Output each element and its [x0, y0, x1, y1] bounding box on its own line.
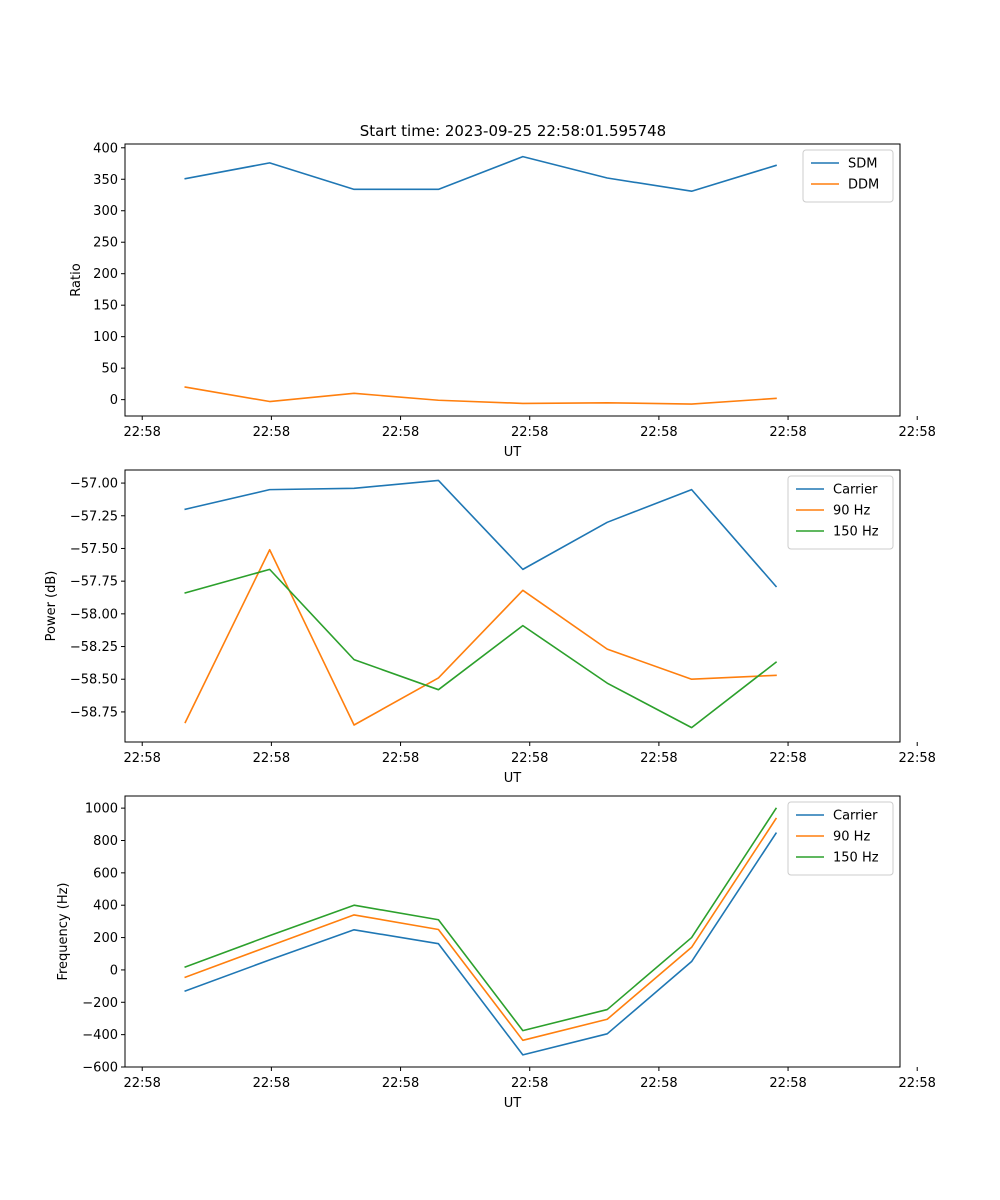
chart-frequency-x-tick-label: 22:58	[511, 1076, 548, 1091]
chart-frequency-x-tick-label: 22:58	[253, 1076, 290, 1091]
chart-power-axes-frame	[124, 469, 901, 743]
chart-frequency-y-tick-label: 400	[93, 899, 118, 914]
chart-power-x-tick-label: 22:58	[382, 751, 419, 766]
chart-frequency-x-tick-label: 22:58	[898, 1076, 935, 1091]
chart-frequency-y-tick-label: 200	[93, 931, 118, 946]
chart-ratio-x-tick-label: 22:58	[382, 425, 419, 440]
chart-frequency: 22:5822:5822:5822:5822:5822:5822:5822:59…	[56, 795, 936, 1111]
chart-frequency-y-tick-label: −200	[82, 996, 118, 1011]
chart-ratio-x-tick-label: 22:58	[769, 425, 806, 440]
chart-ratio-series-ddm-line	[184, 386, 777, 405]
chart-ratio-y-tick-label: 150	[93, 299, 118, 314]
chart-power-x-tick-label: 22:58	[511, 751, 548, 766]
chart-power-x-tick-label: 22:58	[123, 751, 160, 766]
chart-ratio-y-tick-label: 350	[93, 173, 118, 188]
chart-ratio-y-tick-label: 50	[101, 362, 118, 377]
chart-frequency-y-tick-label: 0	[110, 963, 118, 978]
chart-power-series-carrier-line	[184, 479, 778, 588]
chart-power-y-tick-label: −58.00	[70, 607, 118, 622]
chart-frequency-series-150-hz-line	[184, 807, 778, 1032]
chart-frequency-legend-label: 90 Hz	[833, 830, 870, 845]
chart-power: 22:5822:5822:5822:5822:5822:5822:5822:59…	[44, 469, 936, 786]
chart-frequency-x-tick-label: 22:58	[769, 1076, 806, 1091]
chart-power-y-tick-label: −57.75	[70, 575, 118, 590]
chart-frequency-series-carrier-line	[184, 832, 778, 1056]
chart-power-legend-label: Carrier	[833, 483, 878, 498]
chart-frequency-legend-label: Carrier	[833, 809, 878, 824]
chart-frequency-y-tick-label: −600	[82, 1061, 118, 1076]
chart-ratio-x-tick-label: 22:58	[511, 425, 548, 440]
chart-power-x-tick-label: 22:58	[769, 751, 806, 766]
chart-power-y-tick-label: −58.25	[70, 640, 118, 655]
figure-title: Start time: 2023-09-25 22:58:01.595748	[360, 122, 666, 140]
chart-frequency-y-tick-label: 800	[93, 834, 118, 849]
chart-ratio-y-tick-label: 0	[110, 393, 118, 408]
chart-frequency-axes-frame	[124, 795, 901, 1068]
chart-power-legend: Carrier 90 Hz 150 Hz	[787, 475, 894, 550]
chart-power-x-tick-label: 22:58	[898, 751, 935, 766]
chart-power-y-tick-label: −57.25	[70, 509, 118, 524]
chart-frequency-legend-label: 150 Hz	[833, 851, 879, 866]
chart-frequency-x-tick-label: 22:58	[123, 1076, 160, 1091]
chart-frequency-y-axis-label: Frequency (Hz)	[56, 882, 71, 980]
chart-frequency-x-tick-label: 22:58	[382, 1076, 419, 1091]
chart-ratio-axes-frame	[124, 143, 901, 417]
chart-ratio-y-tick-label: 300	[93, 204, 118, 219]
chart-power-legend-label: 150 Hz	[833, 525, 879, 540]
chart-power-y-axis-label: Power (dB)	[44, 571, 59, 642]
chart-frequency-series-90-hz-line	[184, 817, 778, 1042]
chart-power-x-tick-label: 22:58	[253, 751, 290, 766]
chart-ratio-legend: SDM DDM	[802, 149, 894, 203]
chart-ratio-y-tick-label: 200	[93, 267, 118, 282]
chart-ratio-legend-label: SDM	[848, 157, 877, 172]
chart-frequency-y-tick-label: 1000	[85, 802, 118, 817]
chart-frequency-x-tick-label: 22:58	[640, 1076, 677, 1091]
chart-power-y-tick-label: −57.50	[70, 542, 118, 557]
chart-ratio-legend-label: DDM	[848, 178, 879, 193]
chart-power-x-axis-label: UT	[504, 771, 522, 786]
chart-ratio-x-tick-label: 22:58	[123, 425, 160, 440]
chart-ratio-y-tick-label: 400	[93, 141, 118, 156]
chart-frequency-y-tick-label: 600	[93, 866, 118, 881]
chart-power-x-tick-label: 22:58	[640, 751, 677, 766]
chart-power-series-150-hz-line	[184, 568, 778, 729]
chart-power-legend-label: 90 Hz	[833, 504, 870, 519]
chart-ratio-series-sdm-line	[184, 155, 777, 193]
chart-power-y-tick-label: −58.50	[70, 673, 118, 688]
chart-frequency-x-axis-label: UT	[504, 1096, 522, 1111]
chart-frequency-legend: Carrier 90 Hz 150 Hz	[787, 801, 894, 876]
chart-ratio-x-tick-label: 22:58	[640, 425, 677, 440]
chart-ratio-x-tick-label: 22:58	[898, 425, 935, 440]
chart-power-series-90-hz-line	[184, 548, 777, 726]
chart-ratio-y-tick-label: 250	[93, 236, 118, 251]
chart-power-y-tick-label: −58.75	[70, 705, 118, 720]
chart-ratio: 22:5822:5822:5822:5822:5822:5822:5822:59…	[69, 141, 936, 460]
chart-ratio-y-axis-label: Ratio	[69, 263, 84, 296]
chart-ratio-x-tick-label: 22:58	[253, 425, 290, 440]
chart-frequency-y-tick-label: −400	[82, 1028, 118, 1043]
chart-ratio-y-tick-label: 100	[93, 330, 118, 345]
chart-power-y-tick-label: −57.00	[70, 477, 118, 492]
chart-ratio-x-axis-label: UT	[504, 445, 522, 460]
